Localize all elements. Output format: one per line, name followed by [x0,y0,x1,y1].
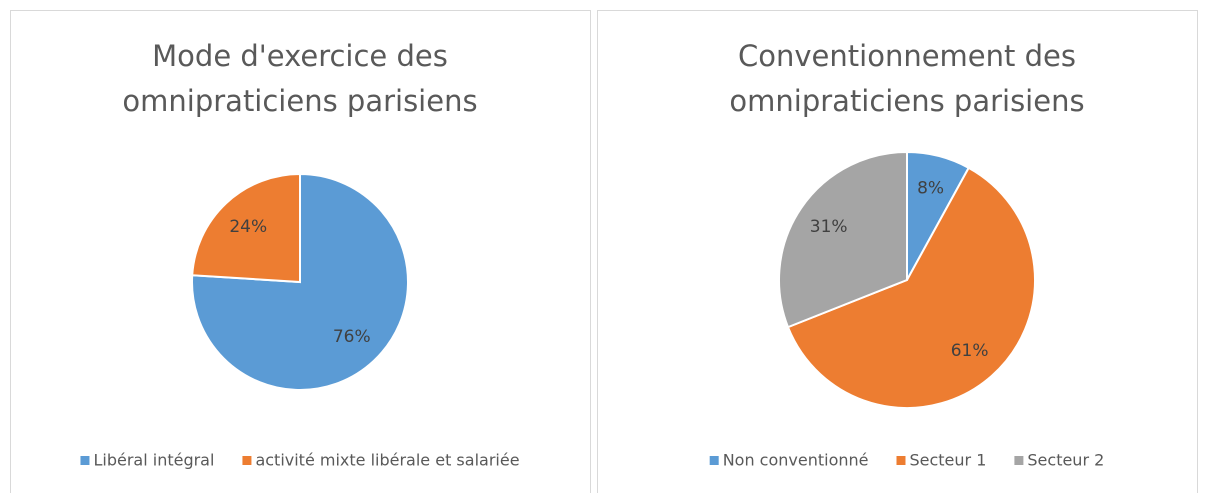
data-label: 8% [917,178,944,198]
legend-swatch [1014,456,1024,465]
pie-slice [191,172,409,391]
pie-slice [778,150,908,329]
legend-label: Secteur 1 [909,451,986,470]
data-label: 61% [951,341,989,361]
legend-label: Non conventionné [723,451,869,470]
data-label: 24% [229,217,267,237]
pie-slice [786,166,1036,409]
data-label: 76% [333,327,371,347]
legend-swatch [709,456,719,465]
chart-title: omnipraticiens parisiens [729,84,1084,118]
chart-title: Mode d'exercice des [152,39,448,73]
chart-title: omnipraticiens parisiens [122,84,477,118]
pie-slice [191,172,301,284]
legend-swatch [242,456,252,465]
legend-swatch [80,456,90,465]
chart-title: Conventionnement des [738,39,1076,73]
data-label: 31% [810,217,848,237]
legend-label: Secteur 2 [1027,451,1104,470]
panel-border [597,10,1198,493]
panel-border [10,10,591,493]
legend-label: activité mixte libérale et salariée [255,451,519,470]
legend-label: Libéral intégral [93,451,214,470]
legend-swatch [896,456,906,465]
